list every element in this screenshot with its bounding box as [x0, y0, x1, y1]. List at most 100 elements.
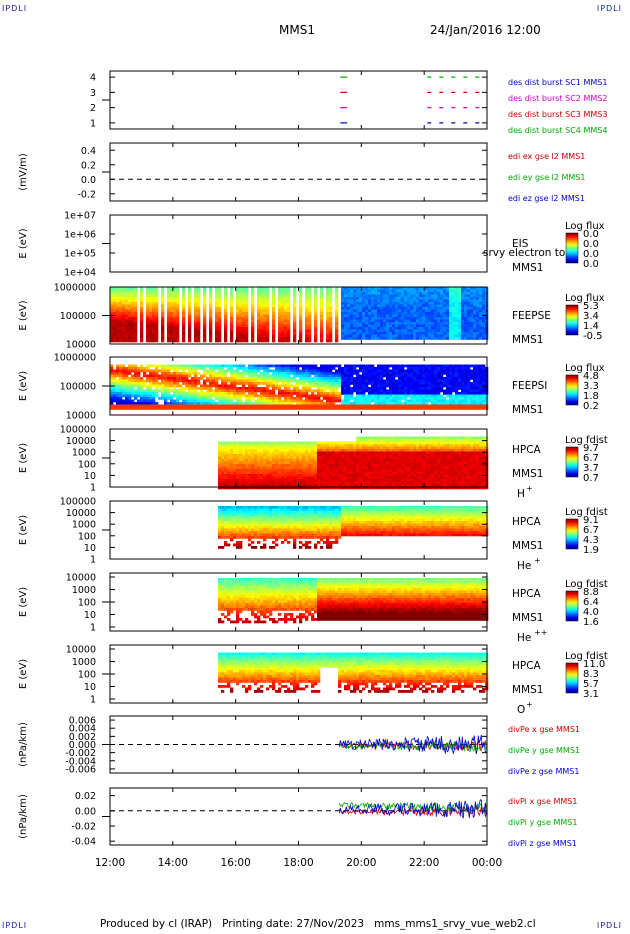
y-axis-label: E (eV) — [18, 587, 29, 617]
colorbar-label: 4.0 — [583, 607, 599, 618]
y-tick-label: 10000 — [66, 340, 96, 351]
footer-filename: mms_mms1_srvy_vue_web2.cl — [374, 918, 536, 930]
instrument-label: HPCA — [512, 588, 542, 600]
panel-divpi: 0.02 0.00 -0.02 -0.04 (nPa/km) divPi x gse MM… — [18, 787, 577, 848]
colorbar-title: Log fdist — [565, 507, 608, 518]
y-tick-label: 0.2 — [81, 160, 96, 171]
colorbar-title: Log fdist — [565, 651, 608, 662]
mission-title: MMS1 — [279, 23, 315, 37]
instrument-label: HPCA — [512, 660, 542, 672]
y-axis-label: E (eV) — [18, 515, 29, 545]
colorbar-title: Log fdist — [565, 579, 608, 590]
spacecraft-label: MMS1 — [512, 612, 543, 624]
y-tick-label: 0.002 — [69, 732, 96, 743]
instrument-label: FEEPSI — [512, 380, 547, 392]
colorbar-label: 0.0 — [583, 249, 599, 260]
colorbar — [565, 374, 579, 406]
x-tick-label: 14:00 — [158, 857, 188, 869]
colorbar-title: Log fdist — [565, 435, 608, 446]
colorbar-label: 9.7 — [583, 443, 599, 454]
colorbar-label: 1.8 — [583, 391, 599, 402]
panel-frame-eis — [109, 214, 488, 273]
y-tick-label: 1e+07 — [64, 211, 96, 222]
y-tick-label: 10000 — [66, 508, 96, 519]
colorbar-label: -0.5 — [583, 331, 603, 342]
legend-entry: des dist burst SC3 MMS3 — [508, 110, 607, 119]
colorbar-label: 8.8 — [583, 587, 599, 598]
y-tick-label: 1000000 — [54, 283, 96, 294]
charge-label: + — [526, 484, 533, 493]
overlay-text: srvy electron to — [483, 247, 565, 259]
y-tick-label: 0.006 — [69, 716, 96, 727]
spacecraft-label: MMS1 — [512, 334, 543, 346]
y-tick-label: 1 — [90, 483, 96, 494]
colorbar-label: 0.0 — [583, 259, 599, 270]
spectrogram-hpca-o — [218, 652, 489, 693]
y-tick-label: 1000 — [72, 657, 96, 668]
legend-entry: divPi z gse MMS1 — [508, 839, 577, 848]
legend-entry: divPe y gse MMS1 — [508, 746, 580, 755]
footer: Produced by cl (IRAP) Printing date: 27/… — [100, 918, 536, 930]
y-tick-label: 0.02 — [75, 791, 96, 802]
spectrogram-hpca-h — [218, 436, 489, 490]
y-axis-label: (mV/m) — [18, 153, 29, 191]
legend-entry: divPi y gse MMS1 — [508, 818, 577, 827]
instrument-label: FEEPSE — [512, 310, 551, 322]
y-tick-label: 4 — [90, 73, 96, 84]
colorbar-label: 0.0 — [583, 239, 599, 250]
y-tick-label: 0.0 — [81, 175, 96, 186]
legend-entry: edi ey gse l2 MMS1 — [508, 173, 586, 182]
panel-feeps-e: 1000000 100000 10000 E (eV) FEEPSE MMS1 Log fl… — [18, 283, 605, 351]
colorbar-label: 4.3 — [583, 535, 599, 546]
colorbar-label: 0.7 — [583, 473, 599, 484]
colorbar-label: 3.7 — [583, 463, 599, 474]
panel-eis: 1e+07 1e+06 1e+05 1e+04 E (eV) EIS MMS1 srvy el… — [18, 211, 605, 279]
corner-label-bottom-right: IPDLI — [596, 921, 622, 930]
y-tick-label: 1 — [90, 695, 96, 706]
y-tick-label: 0.4 — [81, 146, 96, 157]
y-tick-label: 3 — [90, 88, 96, 99]
y-tick-label: 10 — [84, 543, 96, 554]
y-tick-label: 1 — [90, 555, 96, 566]
legend-entry: divPe z gse MMS1 — [508, 767, 579, 776]
colorbar — [565, 232, 579, 264]
species-label: He — [517, 632, 531, 644]
y-tick-label: -0.004 — [65, 756, 96, 767]
colorbar-label: 5.7 — [583, 679, 599, 690]
y-tick-label: 0.004 — [69, 724, 96, 735]
y-tick-label: 0.000 — [69, 740, 96, 751]
spectrogram-hpca-he — [218, 506, 489, 549]
y-tick-label: 2 — [90, 103, 96, 114]
x-tick-label: 00:00 — [472, 857, 502, 869]
y-tick-label: 100000 — [60, 425, 96, 436]
species-label: O — [517, 704, 525, 716]
colorbar-label: 0.0 — [583, 229, 599, 240]
colorbar-label: 1.4 — [583, 321, 599, 332]
panel-frame-edi-e-gse — [109, 142, 488, 202]
y-tick-label: 100 — [78, 459, 96, 470]
colorbar-label: 4.8 — [583, 371, 599, 382]
colorbar-label: 5.3 — [583, 301, 599, 312]
y-axis-label: (nPa/km) — [18, 794, 29, 839]
y-tick-label: 10000 — [66, 573, 96, 584]
colorbar-title: Log flux — [565, 363, 605, 374]
x-tick-label: 12:00 — [95, 857, 125, 869]
y-tick-label: 100000 — [60, 382, 96, 393]
corner-label-top-right: IPDLI — [596, 4, 622, 13]
colorbar-label: 3.4 — [583, 311, 599, 322]
panel-frame-des-dist-burst — [109, 70, 488, 130]
colorbar-label: 6.4 — [583, 597, 599, 608]
x-tick-label: 22:00 — [409, 857, 439, 869]
colorbar-title: Log flux — [565, 293, 605, 304]
panel-frame-divpi — [109, 787, 488, 846]
y-tick-label: 10 — [84, 610, 96, 621]
colorbar — [565, 304, 579, 336]
trace-line — [338, 734, 487, 755]
y-axis-label: E (eV) — [18, 443, 29, 473]
colorbar-label: 9.1 — [583, 515, 599, 526]
spacecraft-label: MMS1 — [512, 404, 543, 416]
